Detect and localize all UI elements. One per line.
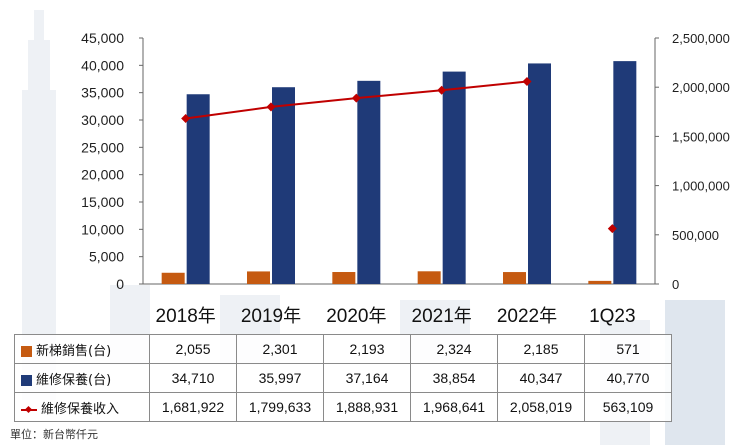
- orange-square-icon: [21, 345, 32, 357]
- table-cell: 1,681,922: [149, 392, 237, 422]
- table-cell: 40,347: [497, 363, 585, 393]
- table-cell: 1,968,641: [410, 392, 498, 422]
- table-cell: 2,058,019: [497, 392, 585, 422]
- y-left-tick-label: 5,000: [89, 249, 124, 265]
- x-category-label: 2021年: [412, 306, 472, 327]
- revenue-point: [437, 85, 447, 95]
- table-cell: 1,799,633: [236, 392, 324, 422]
- chart-axes: [142, 38, 656, 285]
- y-left-tick-label: 10,000: [81, 221, 124, 237]
- legend-maintenance-revenue: 維修保養收入: [14, 392, 150, 422]
- table-cell: 2,193: [323, 334, 411, 364]
- legend-label: 維修保養(台): [36, 372, 112, 388]
- data-table: 新梯銷售(台) 2,055 2,301 2,193 2,324 2,185 57…: [14, 334, 672, 422]
- table-cell: 563,109: [584, 392, 672, 422]
- table-row-maintenance-units: 維修保養(台) 34,710 35,997 37,164 38,854 40,3…: [14, 363, 672, 393]
- table-cell: 35,997: [236, 363, 324, 393]
- revenue-line-series: [181, 76, 617, 234]
- table-cell: 37,164: [323, 363, 411, 393]
- bar-new-sales: [247, 271, 270, 284]
- bar-series: [161, 61, 637, 285]
- x-axis-category-labels: 2018年 2019年 2020年 2021年 2022年 1Q23: [156, 306, 636, 327]
- table-cell: 571: [584, 334, 672, 364]
- x-category-label: 2022年: [497, 306, 557, 327]
- bar-maintenance-units: [613, 61, 637, 285]
- unit-note: 單位：新台幣仟元: [10, 428, 98, 441]
- revenue-point: [607, 224, 617, 234]
- y-right-tick-label: 500,000: [672, 228, 719, 243]
- line-marker-icon: [21, 404, 37, 415]
- y-left-tick-label: 0: [116, 276, 124, 292]
- table-cell: 38,854: [410, 363, 498, 393]
- table-cell: 34,710: [149, 363, 237, 393]
- legend-new-sales: 新梯銷售(台): [14, 334, 150, 364]
- bar-maintenance-units: [186, 94, 210, 284]
- y-axis-right-ticks: 0 500,000 1,000,000 1,500,000 2,000,000 2,500…: [655, 31, 730, 292]
- table-cell: 1,888,931: [323, 392, 411, 422]
- bar-maintenance-units: [528, 63, 551, 284]
- y-axis-left-ticks: 0 5,000 10,000 15,000 20,000 25,000 30,000 35,0…: [81, 30, 143, 292]
- navy-square-icon: [21, 374, 32, 386]
- y-left-tick-label: 25,000: [81, 139, 124, 155]
- bar-new-sales: [588, 280, 612, 284]
- bar-new-sales: [417, 271, 441, 284]
- y-right-tick-label: 1,000,000: [672, 179, 730, 194]
- x-category-label: 1Q23: [589, 306, 635, 327]
- revenue-point: [351, 93, 361, 103]
- bar-maintenance-units: [357, 80, 381, 285]
- table-cell: 2,055: [149, 334, 237, 364]
- y-right-tick-label: 2,500,000: [672, 31, 730, 46]
- table-row-new-sales: 新梯銷售(台) 2,055 2,301 2,193 2,324 2,185 57…: [14, 334, 672, 364]
- y-right-tick-label: 0: [672, 277, 679, 292]
- table-cell: 40,770: [584, 363, 672, 393]
- y-left-tick-label: 15,000: [81, 194, 124, 210]
- y-right-tick-label: 2,000,000: [672, 80, 730, 95]
- bar-maintenance-units: [442, 71, 466, 284]
- bar-new-sales: [332, 272, 356, 284]
- table-cell: 2,185: [497, 334, 585, 364]
- y-left-tick-label: 20,000: [81, 167, 124, 183]
- y-left-tick-label: 30,000: [81, 112, 124, 128]
- table-row-maintenance-revenue: 維修保養收入 1,681,922 1,799,633 1,888,931 1,9…: [14, 392, 672, 422]
- y-right-tick-label: 1,500,000: [672, 129, 730, 144]
- legend-label: 維修保養收入: [41, 401, 120, 417]
- bar-new-sales: [161, 272, 185, 284]
- legend-maintenance-units: 維修保養(台): [14, 363, 150, 393]
- y-left-tick-label: 40,000: [81, 57, 124, 73]
- x-category-label: 2018年: [156, 306, 216, 327]
- x-category-label: 2020年: [326, 306, 386, 327]
- bar-maintenance-units: [272, 87, 295, 284]
- table-cell: 2,301: [236, 334, 324, 364]
- table-cell: 2,324: [410, 334, 498, 364]
- bar-new-sales: [503, 272, 526, 284]
- x-category-label: 2019年: [241, 306, 301, 327]
- legend-label: 新梯銷售(台): [36, 343, 112, 359]
- y-left-tick-label: 45,000: [81, 30, 124, 46]
- y-left-tick-label: 35,000: [81, 85, 124, 101]
